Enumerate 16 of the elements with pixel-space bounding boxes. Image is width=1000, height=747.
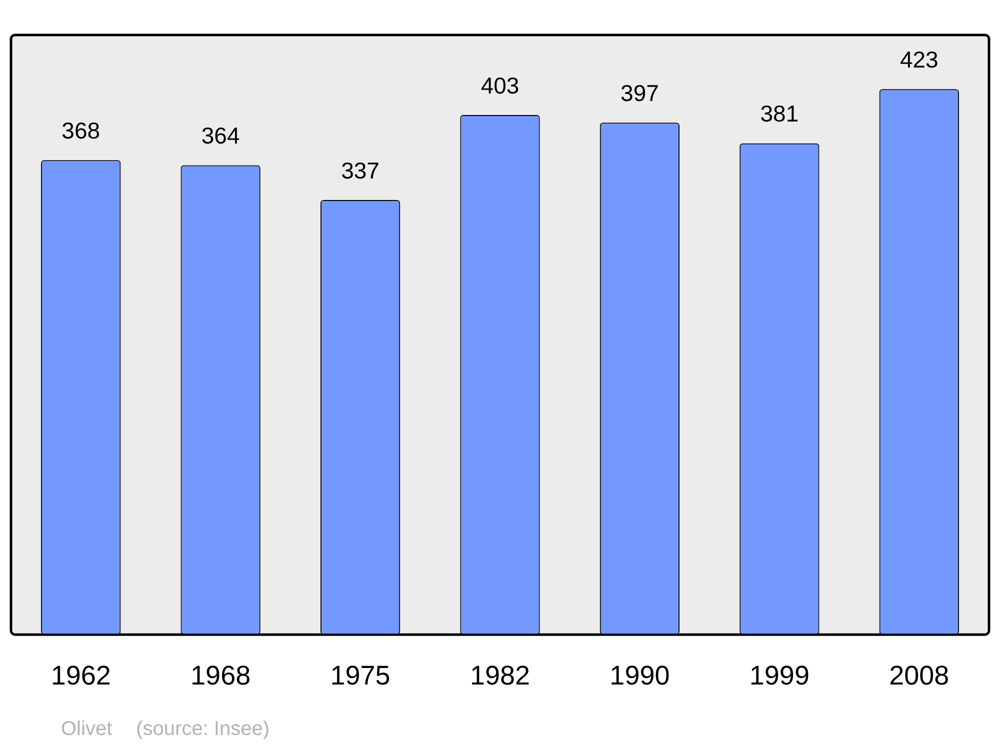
x-tick-label: 1990 <box>610 660 670 690</box>
data-label: 403 <box>480 72 520 98</box>
x-tick-label: 1999 <box>749 660 810 690</box>
data-label: 368 <box>62 117 100 144</box>
data-label: 364 <box>201 122 240 149</box>
x-tick-label: 2008 <box>889 660 950 690</box>
text: (source: Insee) <box>136 718 270 740</box>
data-label: 337 <box>341 157 380 184</box>
data-label: 423 <box>900 46 938 72</box>
text: Olivet <box>61 718 112 740</box>
x-tick-label: 1968 <box>190 660 251 690</box>
x-tick-label: 1975 <box>330 660 390 690</box>
x-tick-label: 1982 <box>470 660 530 690</box>
x-tick-label: 1962 <box>50 660 111 690</box>
data-label: 381 <box>760 100 799 127</box>
data-label: 397 <box>620 80 659 106</box>
